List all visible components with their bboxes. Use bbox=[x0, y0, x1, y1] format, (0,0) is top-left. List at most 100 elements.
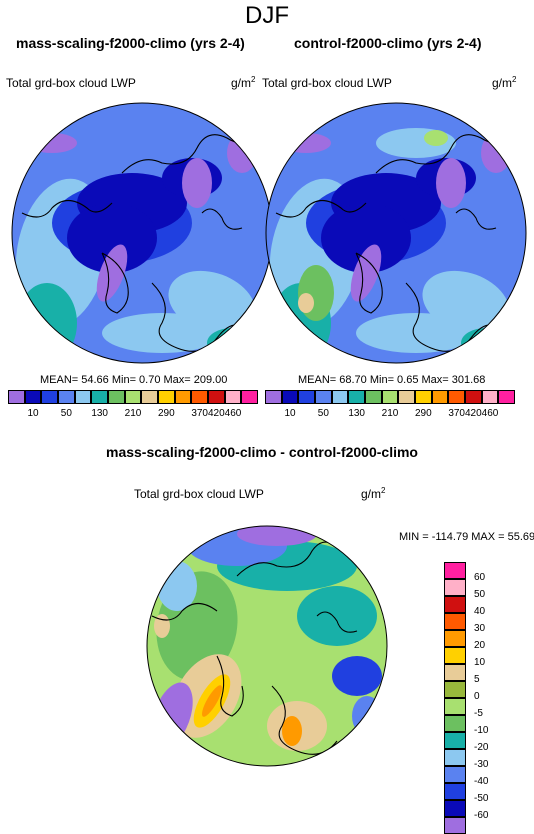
coastline bbox=[316, 611, 358, 633]
colorbar-tick-label: 0 bbox=[474, 691, 480, 702]
colorbar-tick-label: 60 bbox=[474, 572, 486, 583]
colorbar-swatch bbox=[444, 596, 466, 613]
colorbar-tick-label: 50 bbox=[317, 408, 329, 419]
colorbar-swatch bbox=[58, 390, 75, 404]
coastline bbox=[101, 252, 129, 314]
colorbar-tick-label: 50 bbox=[60, 408, 72, 419]
colorbar-tick-label: 5 bbox=[474, 674, 480, 685]
panel1-title: mass-scaling-f2000-climo (yrs 2-4) bbox=[16, 35, 245, 51]
colorbar-swatch bbox=[91, 390, 109, 404]
colorbar-tick-label: -40 bbox=[474, 776, 489, 787]
coastline bbox=[275, 199, 367, 218]
panel1-stats: MEAN= 54.66 Min= 0.70 Max= 209.00 bbox=[40, 374, 228, 386]
colorbar-tick-label: 460 bbox=[481, 408, 499, 419]
colorbar-tick-label: 20 bbox=[474, 640, 486, 651]
colorbar-tick-label: 50 bbox=[474, 589, 486, 600]
colorbar-swatch bbox=[41, 390, 59, 404]
field-region bbox=[352, 696, 382, 736]
colorbar-swatch bbox=[158, 390, 175, 404]
panel2-stats: MEAN= 68.70 Min= 0.65 Max= 301.68 bbox=[298, 374, 486, 386]
colorbar-swatch bbox=[431, 390, 449, 404]
colorbar-tick-label: 370 bbox=[191, 408, 208, 419]
colorbar-swatch bbox=[281, 390, 299, 404]
coastline bbox=[355, 252, 383, 314]
panel1-units: g/m2 bbox=[231, 75, 256, 91]
colorbar-swatch bbox=[444, 630, 466, 647]
colorbar-tick-label: 10 bbox=[474, 657, 486, 668]
field-region bbox=[298, 293, 314, 313]
colorbar-swatch bbox=[124, 390, 142, 404]
panel1-map bbox=[11, 102, 273, 364]
colorbar-swatch bbox=[444, 647, 466, 664]
colorbar-tick-label: -60 bbox=[474, 810, 489, 821]
field-region bbox=[96, 244, 128, 302]
colorbar-swatch bbox=[444, 562, 466, 579]
coastline bbox=[201, 208, 243, 230]
colorbar-swatch bbox=[398, 390, 416, 404]
colorbar-swatch bbox=[444, 579, 466, 596]
colorbar-swatch bbox=[331, 390, 349, 404]
field-region bbox=[102, 313, 222, 353]
panel2-map bbox=[265, 102, 527, 364]
colorbar-swatch bbox=[444, 817, 466, 834]
coastline bbox=[405, 282, 502, 352]
field-region bbox=[237, 526, 317, 546]
colorbar-swatch bbox=[444, 800, 466, 817]
panel3-title: mass-scaling-f2000-climo - control-f2000… bbox=[106, 444, 418, 460]
colorbar-swatch bbox=[415, 390, 432, 404]
colorbar-swatch bbox=[208, 390, 225, 404]
panel3-units: g/m2 bbox=[361, 486, 386, 502]
colorbar-swatch bbox=[24, 390, 42, 404]
panel3-colorbar bbox=[444, 562, 466, 834]
colorbar-swatch bbox=[498, 390, 516, 404]
colorbar-swatch bbox=[8, 390, 25, 404]
coastline bbox=[151, 602, 218, 621]
panel1-colorbar bbox=[8, 390, 259, 404]
colorbar-swatch bbox=[315, 390, 332, 404]
colorbar-tick-label: 130 bbox=[348, 408, 365, 419]
coastline bbox=[21, 199, 113, 218]
colorbar-tick-label: 210 bbox=[381, 408, 399, 419]
field-region bbox=[356, 313, 476, 353]
colorbar-swatch bbox=[444, 613, 466, 630]
coastline bbox=[216, 655, 244, 717]
figure-title: DJF bbox=[245, 2, 289, 29]
colorbar-tick-label: 290 bbox=[414, 408, 432, 419]
colorbar-swatch bbox=[448, 390, 466, 404]
panel1-variable-label: Total grd-box cloud LWP bbox=[6, 76, 136, 90]
colorbar-tick-label: -10 bbox=[474, 725, 489, 736]
colorbar-swatch bbox=[444, 664, 466, 681]
panel2-title: control-f2000-climo (yrs 2-4) bbox=[294, 35, 482, 51]
colorbar-swatch bbox=[141, 390, 159, 404]
colorbar-swatch bbox=[224, 390, 242, 404]
field-region bbox=[282, 716, 302, 746]
colorbar-swatch bbox=[241, 390, 259, 404]
field-region bbox=[297, 586, 377, 646]
coastline bbox=[151, 282, 248, 352]
colorbar-swatch bbox=[444, 698, 466, 715]
colorbar-tick-label: -5 bbox=[474, 708, 483, 719]
colorbar-swatch bbox=[381, 390, 399, 404]
colorbar-tick-label: -50 bbox=[474, 793, 489, 804]
colorbar-swatch bbox=[444, 715, 466, 732]
colorbar-tick-label: 290 bbox=[157, 408, 175, 419]
field-region bbox=[202, 685, 222, 717]
colorbar-swatch bbox=[365, 390, 382, 404]
colorbar-swatch bbox=[74, 390, 92, 404]
colorbar-tick-label: 10 bbox=[284, 408, 296, 419]
panel2-variable-label: Total grd-box cloud LWP bbox=[262, 76, 392, 90]
colorbar-swatch bbox=[444, 681, 466, 698]
colorbar-tick-label: 420 bbox=[207, 408, 225, 419]
field-region bbox=[350, 244, 382, 302]
colorbar-swatch bbox=[444, 732, 466, 749]
panel3-variable-label: Total grd-box cloud LWP bbox=[134, 487, 264, 501]
colorbar-tick-label: 30 bbox=[474, 623, 486, 634]
field-region bbox=[436, 158, 466, 208]
colorbar-tick-label: 210 bbox=[124, 408, 142, 419]
colorbar-swatch bbox=[444, 783, 466, 800]
field-region bbox=[182, 158, 212, 208]
field-region bbox=[321, 203, 411, 273]
colorbar-swatch bbox=[108, 390, 125, 404]
panel2-units: g/m2 bbox=[492, 75, 517, 91]
field-region bbox=[67, 203, 157, 273]
